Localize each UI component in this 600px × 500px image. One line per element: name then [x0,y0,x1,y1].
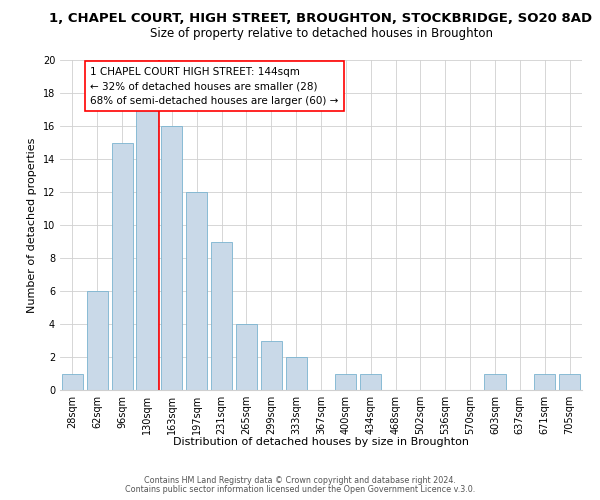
Text: Size of property relative to detached houses in Broughton: Size of property relative to detached ho… [149,28,493,40]
Text: 1 CHAPEL COURT HIGH STREET: 144sqm
← 32% of detached houses are smaller (28)
68%: 1 CHAPEL COURT HIGH STREET: 144sqm ← 32%… [91,66,339,106]
X-axis label: Distribution of detached houses by size in Broughton: Distribution of detached houses by size … [173,437,469,447]
Bar [335,374,356,390]
Bar [360,374,381,390]
Bar [161,126,182,390]
Text: Contains HM Land Registry data © Crown copyright and database right 2024.: Contains HM Land Registry data © Crown c… [144,476,456,485]
Bar [186,192,207,390]
Text: 1, CHAPEL COURT, HIGH STREET, BROUGHTON, STOCKBRIDGE, SO20 8AD: 1, CHAPEL COURT, HIGH STREET, BROUGHTON,… [49,12,593,26]
Y-axis label: Number of detached properties: Number of detached properties [27,138,37,312]
Bar [62,374,83,390]
Bar [211,242,232,390]
Bar [136,110,158,390]
Bar [559,374,580,390]
Bar [534,374,555,390]
Bar [112,142,133,390]
Bar [286,357,307,390]
Bar [484,374,506,390]
Bar [261,340,282,390]
Bar [87,291,108,390]
Text: Contains public sector information licensed under the Open Government Licence v.: Contains public sector information licen… [125,485,475,494]
Bar [236,324,257,390]
